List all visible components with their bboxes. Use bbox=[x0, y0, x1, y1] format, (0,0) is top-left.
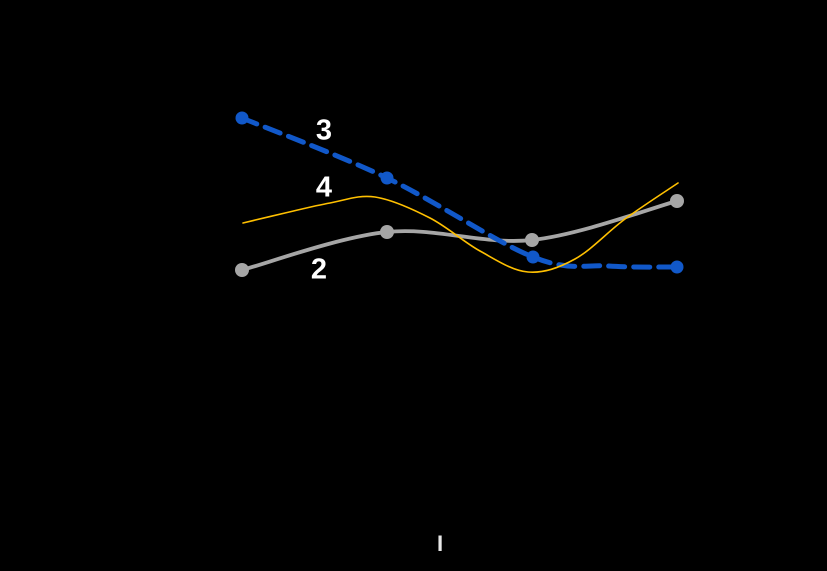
series-label-3: 3 bbox=[315, 114, 333, 147]
data-point-marker-series-2 bbox=[380, 225, 394, 239]
data-point-marker-series-2 bbox=[235, 263, 249, 277]
series-line-3 bbox=[239, 115, 680, 270]
data-point-marker-series-2 bbox=[525, 233, 539, 247]
data-point-marker-series-3 bbox=[380, 171, 394, 185]
data-point-marker-series-3 bbox=[526, 250, 540, 264]
data-point-marker-series-3 bbox=[670, 260, 684, 274]
data-point-marker-series-3 bbox=[235, 111, 249, 125]
x-axis-label: I bbox=[436, 531, 444, 556]
series-label-4: 4 bbox=[315, 171, 333, 204]
series-label-2: 2 bbox=[310, 253, 328, 286]
series-line-2 bbox=[240, 199, 679, 272]
data-point-marker-series-2 bbox=[670, 194, 684, 208]
series-line-4 bbox=[242, 182, 679, 273]
